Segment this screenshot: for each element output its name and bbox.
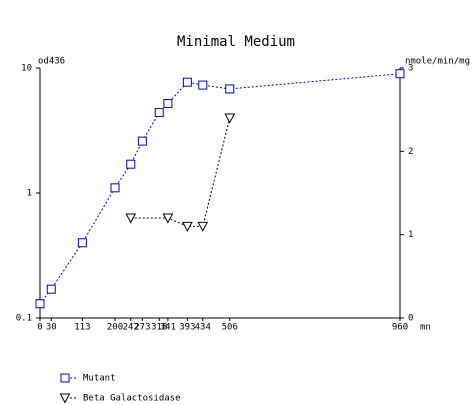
point — [224, 113, 236, 124]
x-tick-label: 960 — [392, 323, 408, 333]
x-tick-label: 273 — [134, 323, 150, 333]
legend-marker — [59, 393, 71, 404]
x-tick-label: 242 — [123, 323, 139, 333]
legend-marker — [60, 373, 70, 383]
y-tick-label: 1 — [27, 189, 32, 199]
y2-tick-label: 1 — [408, 230, 413, 240]
point — [125, 213, 137, 224]
point — [126, 159, 136, 169]
chart-title: Minimal Medium — [177, 34, 295, 50]
point — [137, 136, 147, 146]
legend-label: Mutant — [83, 374, 116, 384]
point — [154, 108, 164, 118]
x-tick-label: 434 — [195, 323, 211, 333]
point — [163, 98, 173, 108]
x-tick-label: 200 — [107, 323, 123, 333]
point — [395, 69, 405, 79]
point — [46, 284, 56, 294]
y2-tick-label: 2 — [408, 147, 413, 157]
point — [225, 84, 235, 94]
y-tick-label: 10 — [21, 64, 32, 74]
point — [182, 221, 193, 232]
x-tick-label: 341 — [160, 323, 176, 333]
point — [110, 183, 120, 193]
legend-label: Beta Galactosidase — [83, 394, 181, 404]
y2-tick-label: 0 — [408, 314, 413, 324]
x-tick-label: 0 — [37, 323, 42, 333]
x-tick-label: 506 — [222, 323, 238, 333]
point — [162, 213, 174, 224]
point — [182, 77, 192, 87]
y-tick-label: 0.1 — [16, 314, 32, 324]
x-tick-label: 393 — [179, 323, 195, 333]
y-axis-label: od436 — [38, 57, 65, 67]
point — [198, 80, 208, 90]
x-tick-label: 30 — [46, 323, 57, 333]
series-line — [39, 73, 401, 305]
series-line — [130, 117, 231, 227]
x-tick-label: 318 — [151, 323, 167, 333]
point — [35, 299, 45, 309]
x-tick-label: 113 — [74, 323, 90, 333]
point — [197, 221, 209, 232]
point — [77, 238, 87, 248]
y2-tick-label: 3 — [408, 64, 413, 74]
y2-axis-label: nmole/min/mg — [405, 57, 470, 67]
x-axis-label: mn — [420, 323, 431, 333]
